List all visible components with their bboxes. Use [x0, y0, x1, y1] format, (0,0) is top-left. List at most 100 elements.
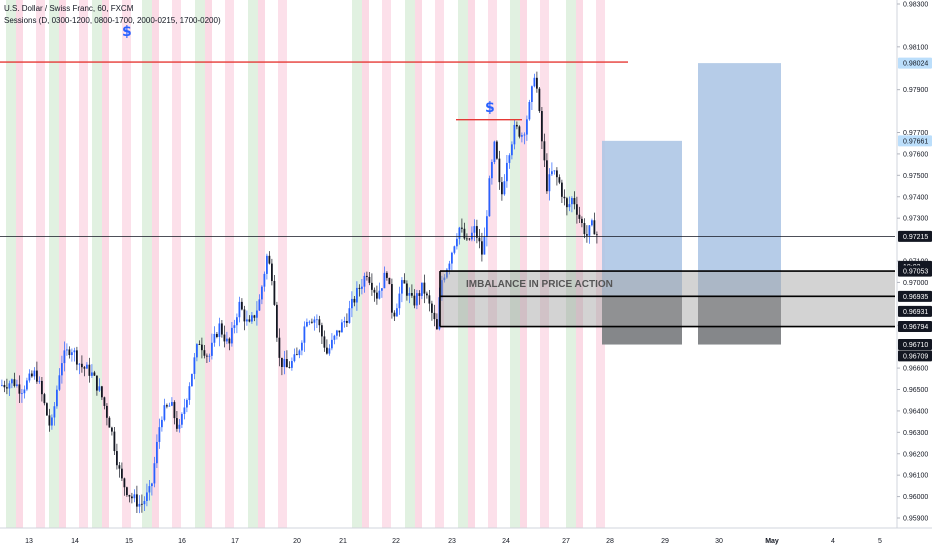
- candle-body: [553, 170, 556, 172]
- candle-body: [476, 226, 478, 238]
- candle-body: [378, 290, 381, 299]
- time-tick-label: 23: [448, 538, 456, 545]
- session-band-red: [258, 0, 265, 528]
- candle-body: [286, 359, 288, 368]
- candle-body: [136, 494, 138, 507]
- price-tag-label: 0.96709: [903, 353, 928, 360]
- session-band-red: [362, 0, 369, 528]
- candle-body: [446, 269, 448, 278]
- dollar-marker-icon: $: [485, 100, 495, 116]
- time-axis: 13 14 15 16 17 20 21 22 23 24 27 28 29 30 May 4 5: [0, 527, 932, 545]
- candle-body: [318, 319, 321, 326]
- candle-body: [26, 380, 28, 390]
- candle-body: [301, 342, 303, 351]
- candle-body: [501, 182, 503, 195]
- session-band-red: [16, 0, 23, 528]
- candle-body: [148, 486, 151, 493]
- session-band-red: [520, 0, 527, 528]
- candle-body: [13, 379, 16, 386]
- candle-body: [58, 375, 61, 390]
- candle-body: [338, 330, 341, 333]
- candle-body: [583, 223, 586, 235]
- sessions-indicator-label: Sessions (D, 0300-1200, 0800-1700, 2000-…: [4, 16, 221, 25]
- session-band-red: [278, 0, 287, 528]
- candle-body: [311, 321, 313, 323]
- candle-body: [1, 384, 3, 386]
- candle-body: [363, 275, 366, 287]
- session-band-green: [92, 0, 102, 528]
- candle-body: [201, 344, 203, 351]
- session-band-red: [79, 0, 88, 528]
- time-tick-label: 29: [661, 538, 669, 545]
- candle-body: [278, 337, 281, 358]
- candle-body: [118, 465, 121, 469]
- price-tag: [898, 265, 932, 277]
- candle-body: [193, 357, 196, 374]
- candle-body: [211, 342, 213, 356]
- time-tick-label: 13: [25, 538, 33, 545]
- candle-body: [493, 141, 496, 163]
- candle-body: [233, 325, 236, 328]
- price-tag: [898, 135, 932, 147]
- candle-body: [43, 394, 46, 404]
- candle-body: [68, 349, 71, 356]
- candle-body: [373, 289, 376, 293]
- stop-box-2: [698, 296, 781, 345]
- time-tick-label: 20: [293, 538, 301, 545]
- candle-body: [103, 397, 106, 406]
- price-tick-label: 0.97900: [903, 87, 928, 94]
- price-tag-label: 0.96794: [903, 324, 928, 331]
- candle-body: [226, 338, 228, 342]
- candle-body: [461, 227, 463, 229]
- session-band-red: [152, 0, 159, 528]
- candle-body: [523, 134, 526, 136]
- session-band-green: [566, 0, 576, 528]
- time-tick-label: 24: [502, 538, 510, 545]
- candle-body: [506, 162, 508, 182]
- price-tick-label: 0.97600: [903, 151, 928, 158]
- candle-body: [578, 214, 581, 219]
- candle-body: [108, 417, 111, 428]
- candle-body: [166, 405, 168, 407]
- candle-body: [343, 321, 346, 323]
- candle-body: [348, 308, 351, 323]
- candle-body: [453, 246, 456, 253]
- candle-body: [391, 284, 393, 313]
- candle-body: [313, 319, 316, 323]
- candle-body: [536, 77, 538, 89]
- candle-body: [48, 415, 51, 426]
- candle-body: [586, 234, 588, 236]
- candle-body: [408, 293, 411, 296]
- session-band-red: [382, 0, 391, 528]
- candle-body: [526, 119, 528, 135]
- price-tag-label: 0.97661: [903, 138, 928, 145]
- candle-body: [341, 322, 343, 333]
- session-band-red: [59, 0, 66, 528]
- candle-body: [418, 293, 421, 296]
- candle-body: [288, 367, 291, 368]
- candle-body: [126, 487, 128, 496]
- candle-body: [361, 286, 363, 289]
- candle-body: [228, 338, 231, 344]
- session-band-red: [205, 0, 212, 528]
- candle-body: [263, 273, 266, 287]
- candle-body: [306, 321, 308, 327]
- session-band-red: [415, 0, 422, 528]
- candle-body: [66, 349, 68, 351]
- candle-body: [106, 405, 108, 418]
- candle-body: [76, 350, 78, 365]
- price-tag: [898, 305, 932, 317]
- candle-body: [203, 350, 206, 356]
- candle-body: [576, 204, 578, 215]
- candle-body: [181, 413, 183, 425]
- price-tick-label: 0.97300: [903, 216, 928, 223]
- session-band-red: [36, 0, 45, 528]
- candle-body: [291, 361, 293, 368]
- candle-body: [566, 198, 568, 208]
- candle-body: [386, 272, 388, 278]
- price-tag-label: 0.96935: [903, 294, 928, 301]
- candle-body: [123, 478, 126, 488]
- candle-body: [256, 310, 258, 318]
- time-tick-label: 22: [392, 538, 400, 545]
